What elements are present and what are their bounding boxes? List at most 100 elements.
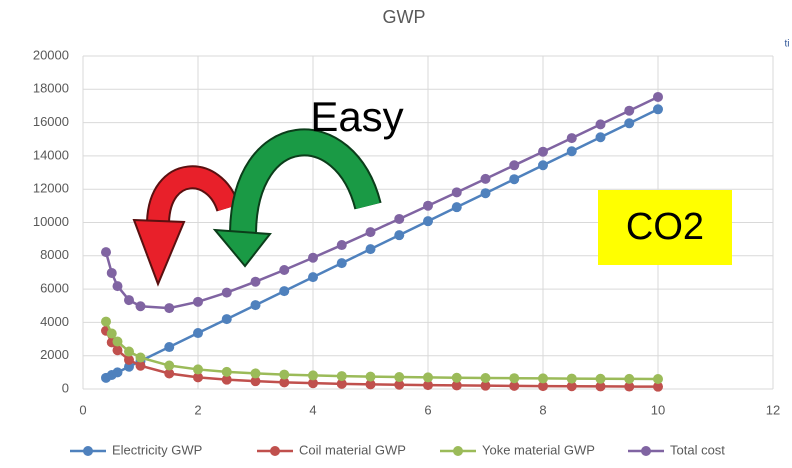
data-point bbox=[452, 373, 462, 383]
red-arrow bbox=[158, 177, 228, 222]
y-tick-label: 2000 bbox=[40, 347, 69, 362]
data-point bbox=[366, 372, 376, 382]
annotation: ti bbox=[785, 39, 790, 50]
data-point bbox=[538, 373, 548, 383]
data-point bbox=[113, 345, 123, 355]
x-tick-label: 2 bbox=[194, 402, 201, 417]
data-point bbox=[101, 247, 111, 257]
y-tick-label: 8000 bbox=[40, 247, 69, 262]
data-point bbox=[394, 230, 404, 240]
data-point bbox=[423, 372, 433, 382]
data-point bbox=[596, 132, 606, 142]
chart: GWP ti 0 2000 4000 6000 8000 10000 12000 14000 1… bbox=[0, 0, 792, 463]
x-tick-label: 12 bbox=[766, 402, 780, 417]
data-point bbox=[107, 268, 117, 278]
data-point bbox=[567, 374, 577, 384]
legend-label: Total cost bbox=[670, 442, 725, 457]
data-point bbox=[538, 160, 548, 170]
data-point bbox=[366, 244, 376, 254]
data-point bbox=[394, 214, 404, 224]
x-tick-label: 6 bbox=[424, 402, 431, 417]
y-tick-label: 4000 bbox=[40, 314, 69, 329]
y-tick-label: 0 bbox=[62, 380, 69, 395]
data-point bbox=[136, 353, 146, 363]
data-point bbox=[164, 361, 174, 371]
legend-item: Electricity GWP bbox=[70, 442, 202, 457]
data-point bbox=[509, 174, 519, 184]
green-arrow-head bbox=[215, 230, 270, 266]
data-point bbox=[113, 367, 123, 377]
data-point bbox=[653, 104, 663, 114]
data-point bbox=[308, 370, 318, 380]
x-tick-label: 4 bbox=[309, 402, 316, 417]
red-arrow-head bbox=[134, 220, 184, 284]
data-point bbox=[193, 297, 203, 307]
data-point bbox=[624, 106, 634, 116]
annotation: CO2 bbox=[626, 206, 704, 248]
data-point bbox=[653, 374, 663, 384]
y-tick-label: 20000 bbox=[33, 47, 69, 62]
y-tick-label: 10000 bbox=[33, 214, 69, 229]
data-point bbox=[279, 265, 289, 275]
legend-marker bbox=[83, 446, 93, 456]
legend-marker bbox=[453, 446, 463, 456]
data-point bbox=[624, 118, 634, 128]
x-tick-label: 10 bbox=[651, 402, 665, 417]
data-point bbox=[222, 367, 232, 377]
data-point bbox=[394, 372, 404, 382]
legend-item: Total cost bbox=[628, 442, 725, 457]
data-point bbox=[337, 240, 347, 250]
data-point bbox=[124, 295, 134, 305]
legend-item: Yoke material GWP bbox=[440, 442, 595, 457]
data-point bbox=[222, 314, 232, 324]
data-point bbox=[481, 174, 491, 184]
data-point bbox=[481, 373, 491, 383]
data-point bbox=[452, 202, 462, 212]
x-tick-label: 0 bbox=[79, 402, 86, 417]
data-point bbox=[452, 187, 462, 197]
data-point bbox=[136, 301, 146, 311]
data-point bbox=[624, 374, 634, 384]
legend-marker bbox=[270, 446, 280, 456]
legend-label: Electricity GWP bbox=[112, 442, 202, 457]
data-point bbox=[251, 368, 261, 378]
data-point bbox=[279, 286, 289, 296]
data-point bbox=[423, 216, 433, 226]
data-point bbox=[366, 227, 376, 237]
data-point bbox=[124, 347, 134, 357]
y-tick-label: 6000 bbox=[40, 281, 69, 296]
data-point bbox=[107, 329, 117, 339]
data-point bbox=[596, 374, 606, 384]
legend-item: Coil material GWP bbox=[257, 442, 406, 457]
data-point bbox=[113, 281, 123, 291]
y-tick-label: 14000 bbox=[33, 147, 69, 162]
annotation: Easy bbox=[310, 93, 403, 140]
data-point bbox=[567, 146, 577, 156]
data-point bbox=[164, 342, 174, 352]
data-point bbox=[509, 373, 519, 383]
data-point bbox=[423, 201, 433, 211]
data-point bbox=[538, 147, 548, 157]
y-tick-label: 18000 bbox=[33, 81, 69, 96]
data-point bbox=[653, 92, 663, 102]
legend-label: Coil material GWP bbox=[299, 442, 406, 457]
data-point bbox=[337, 371, 347, 381]
legend-marker bbox=[641, 446, 651, 456]
data-point bbox=[113, 337, 123, 347]
data-point bbox=[337, 258, 347, 268]
data-point bbox=[222, 288, 232, 298]
data-point bbox=[509, 160, 519, 170]
data-point bbox=[193, 328, 203, 338]
data-point bbox=[193, 364, 203, 374]
data-point bbox=[596, 119, 606, 129]
x-tick-label: 8 bbox=[539, 402, 546, 417]
data-point bbox=[251, 300, 261, 310]
arrows bbox=[134, 142, 368, 284]
y-tick-label: 16000 bbox=[33, 114, 69, 129]
legend-label: Yoke material GWP bbox=[482, 442, 595, 457]
data-point bbox=[164, 303, 174, 313]
y-tick-label: 12000 bbox=[33, 181, 69, 196]
data-point bbox=[101, 317, 111, 327]
chart-title: GWP bbox=[383, 7, 426, 27]
data-point bbox=[251, 277, 261, 287]
